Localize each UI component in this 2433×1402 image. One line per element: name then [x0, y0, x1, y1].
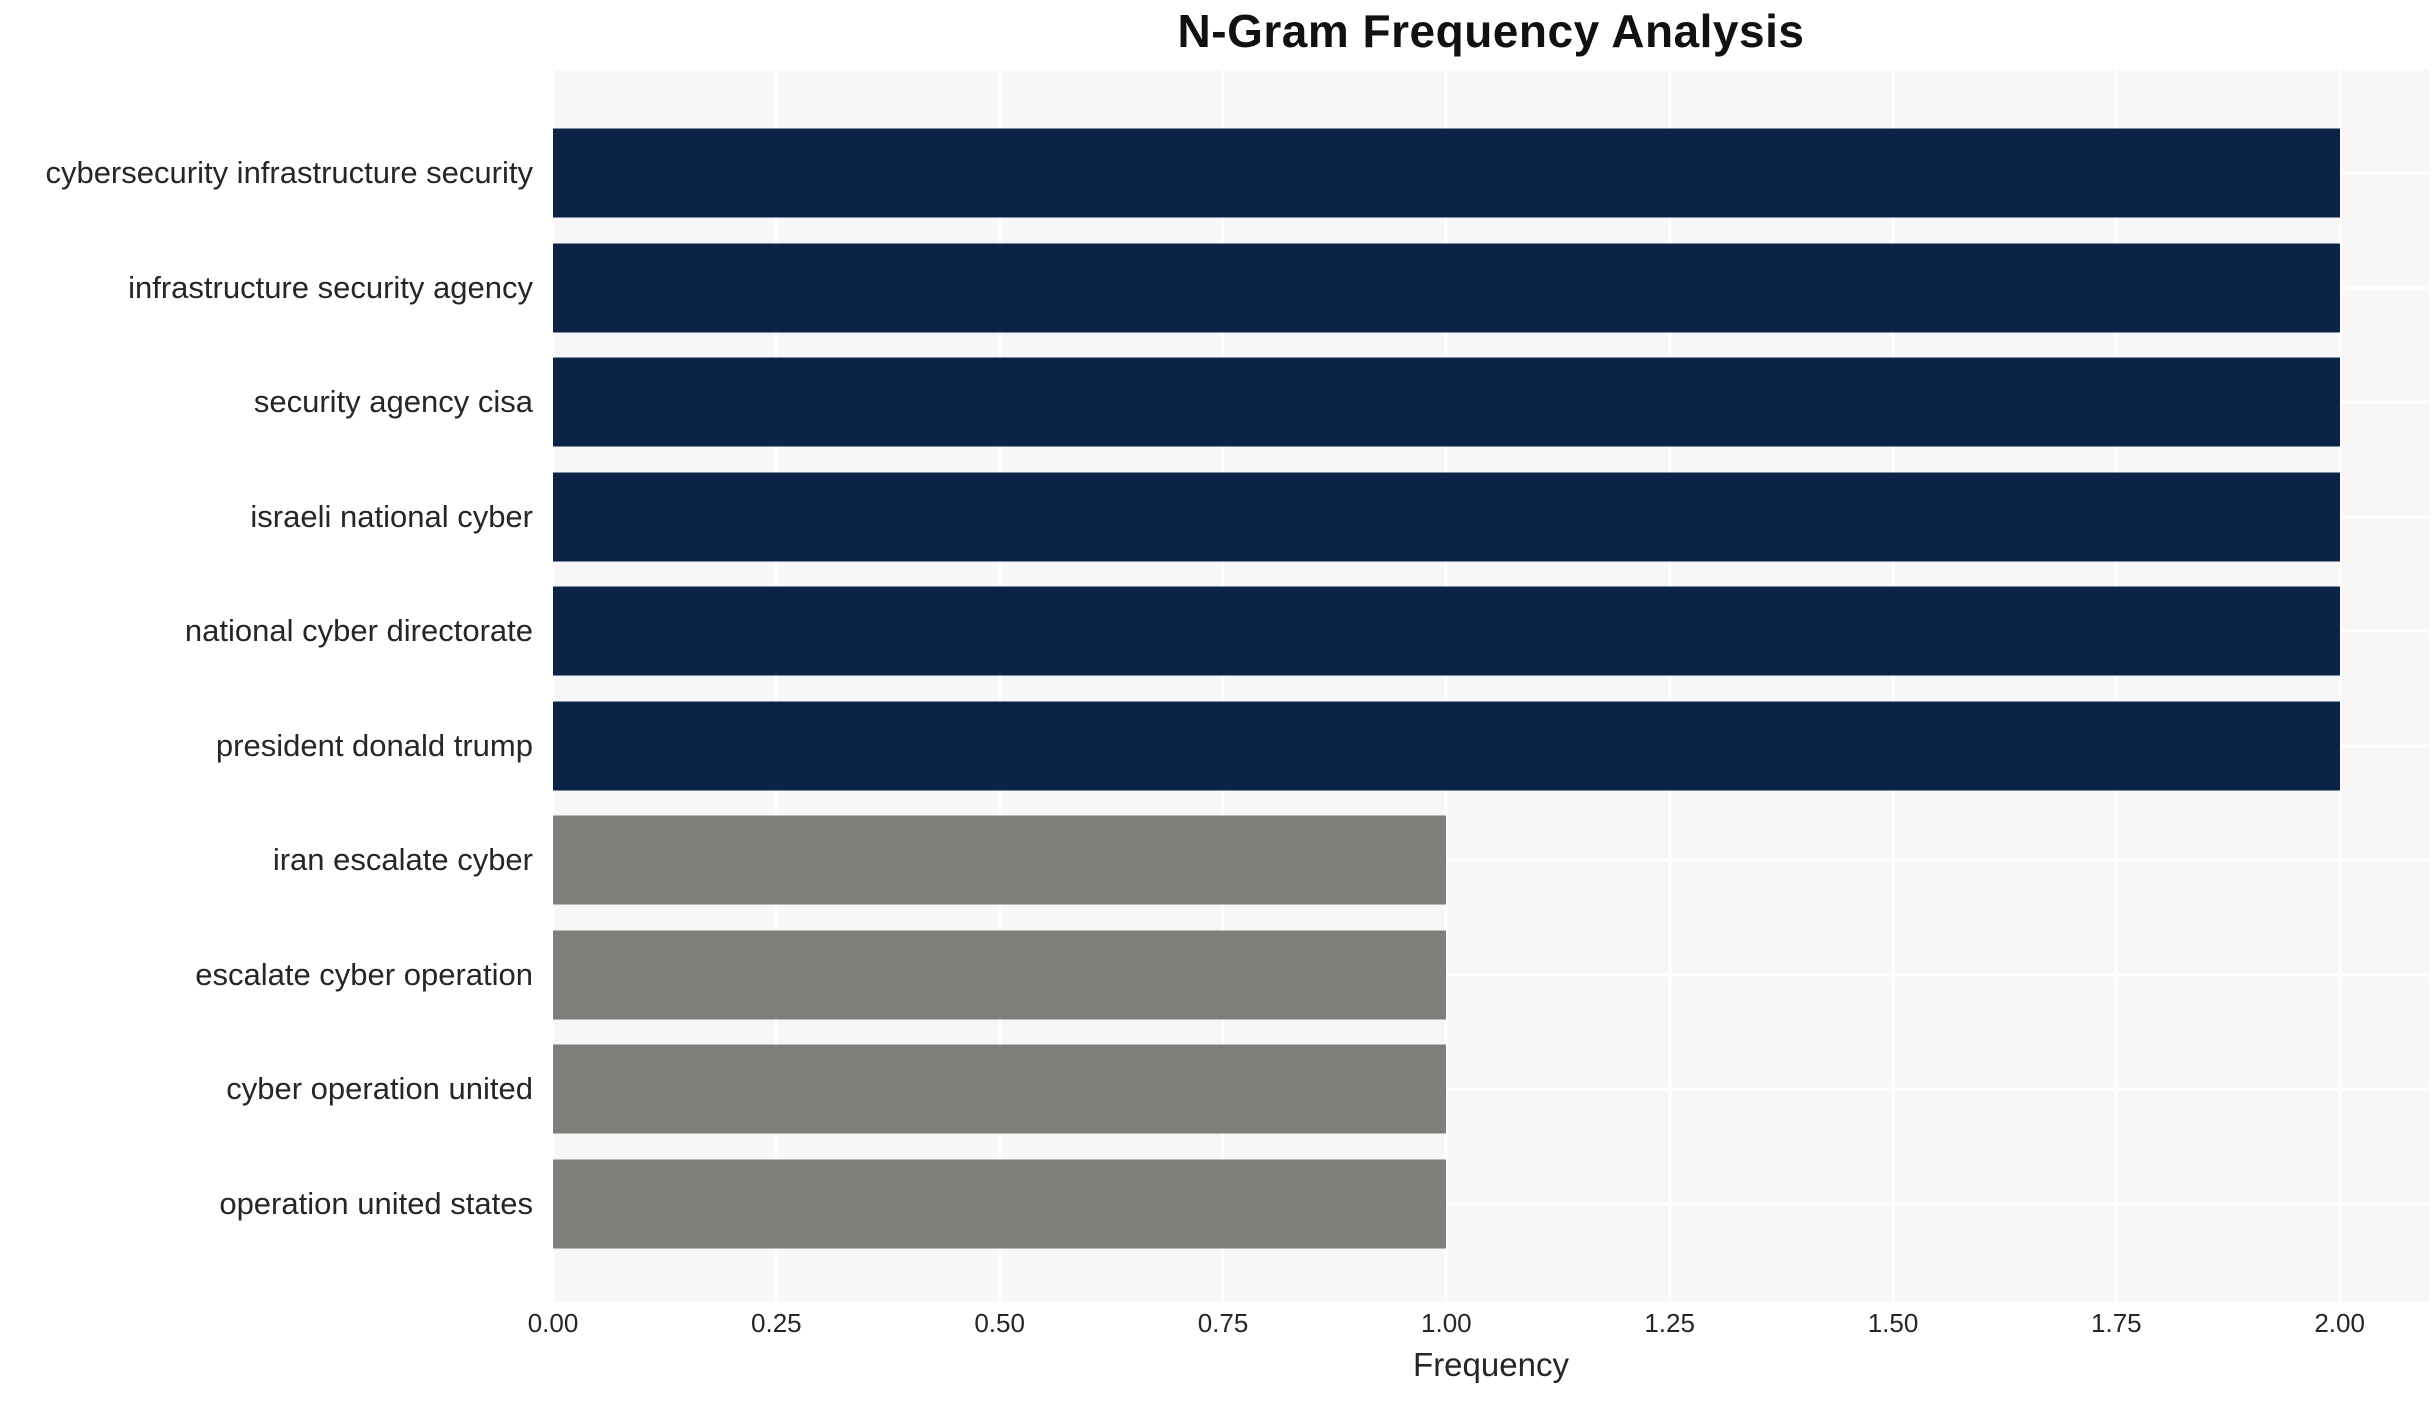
y-axis-label: cyber operation united: [226, 1071, 533, 1107]
y-axis-labels: cybersecurity infrastructure security inf…: [0, 70, 543, 1302]
gridline-vertical: [1444, 70, 1448, 1302]
x-axis-tick-label: 1.00: [1421, 1308, 1472, 1338]
gridline-vertical: [2338, 70, 2342, 1302]
x-axis-tick-label: 1.25: [1644, 1308, 1695, 1338]
gridline-vertical: [998, 70, 1002, 1302]
x-axis-tick-label: 0.50: [974, 1308, 1025, 1338]
chart-title: N-Gram Frequency Analysis: [1177, 5, 1805, 57]
gridline-vertical: [1891, 70, 1895, 1302]
frequency-bar: [553, 586, 2340, 676]
frequency-bar: [553, 930, 1447, 1020]
plot-area: [551, 70, 2429, 1302]
y-axis-label: infrastructure security agency: [128, 269, 533, 305]
gridline-horizontal: [553, 1087, 2429, 1091]
x-axis-ticks: 0.00 0.25 0.50 0.75 1.00 1.25 1.50 1.75 2.00: [528, 1308, 2429, 1344]
gridline-vertical: [774, 70, 778, 1302]
y-axis-label: security agency cisa: [253, 384, 533, 420]
x-axis-tick-label: 2.00: [2314, 1308, 2365, 1338]
frequency-bar: [553, 701, 2340, 791]
y-axis-label: operation united states: [219, 1185, 533, 1221]
y-axis-label: national cyber directorate: [184, 613, 533, 649]
frequency-bar: [553, 128, 2340, 218]
x-axis-tick-label: 1.50: [1867, 1308, 1919, 1338]
x-axis-title: Frequency: [1413, 1346, 1569, 1383]
gridline-vertical: [2114, 70, 2118, 1302]
y-axis-label: iran escalate cyber: [272, 842, 533, 878]
y-axis-label: president donald trump: [215, 727, 533, 763]
gridline-vertical: [551, 70, 555, 1302]
frequency-bar: [553, 1044, 1447, 1134]
frequency-bar: [553, 815, 1447, 905]
x-axis-tick-label: 0.00: [527, 1308, 579, 1338]
gridline-vertical: [1668, 70, 1672, 1302]
x-axis-tick-label: 0.75: [1197, 1308, 1249, 1338]
gridline-horizontal: [553, 858, 2429, 862]
x-axis-tick-label: 0.25: [751, 1308, 802, 1338]
frequency-bar: [553, 1159, 1447, 1249]
x-axis-tick-label: 1.75: [2091, 1308, 2142, 1338]
frequency-bar: [553, 243, 2340, 333]
y-axis-label: escalate cyber operation: [195, 956, 533, 992]
gridline-horizontal: [553, 973, 2429, 977]
frequency-bar: [553, 472, 2340, 562]
frequency-bar: [553, 357, 2340, 447]
y-axis-label: israeli national cyber: [250, 498, 533, 534]
y-axis-label: cybersecurity infrastructure security: [45, 155, 533, 191]
gridline-vertical: [1221, 70, 1225, 1302]
gridline-horizontal: [553, 1202, 2429, 1206]
